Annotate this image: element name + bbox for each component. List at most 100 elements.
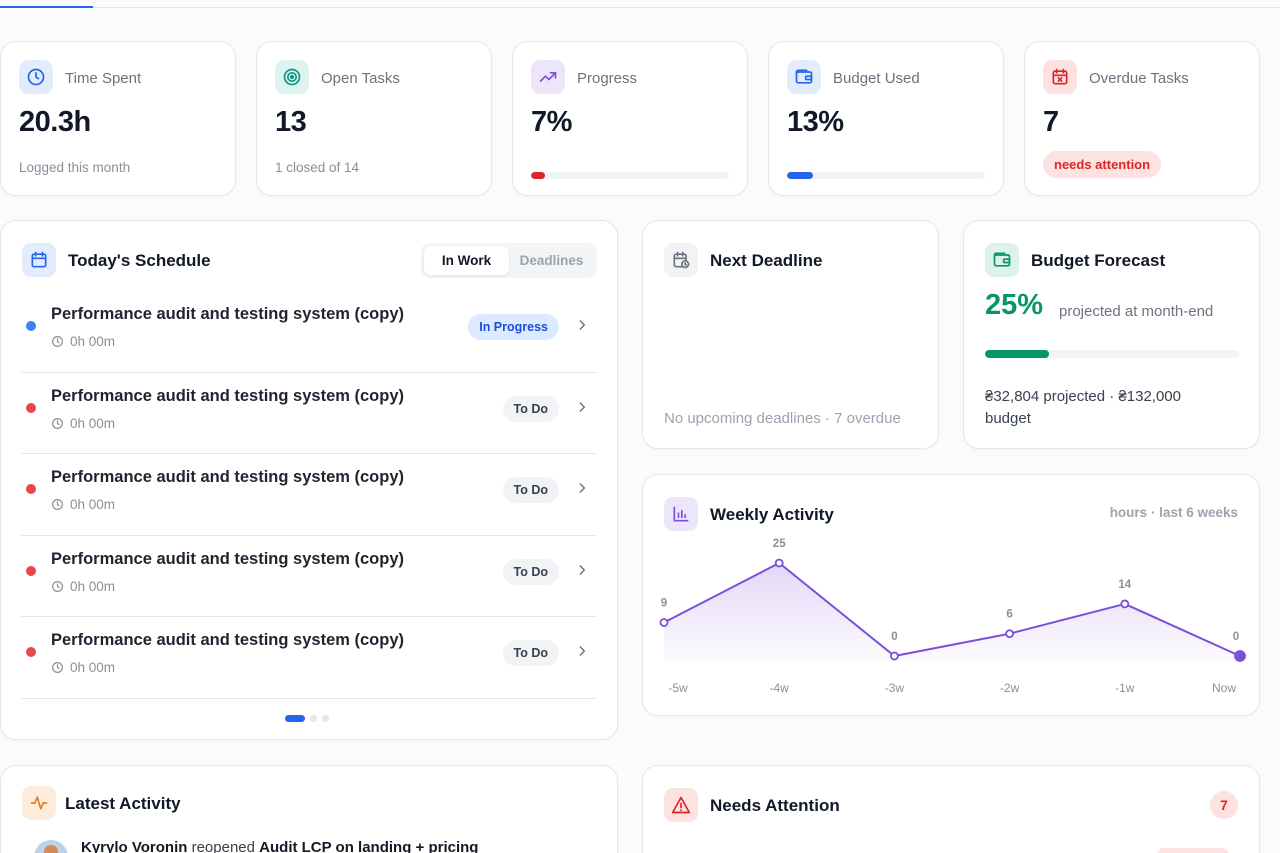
activity-icon (22, 786, 56, 820)
progress-bar (531, 172, 729, 179)
wallet-icon (985, 243, 1019, 277)
task-time: 0h 00m (51, 416, 115, 431)
chart-data-label: 0 (1233, 631, 1239, 643)
top-nav-underline (0, 0, 1280, 8)
tab-in-work[interactable]: In Work (424, 246, 509, 275)
chevron-right-icon[interactable] (575, 481, 589, 495)
attention-title: Needs Attention (710, 796, 840, 815)
status-badge: To Do (502, 395, 559, 422)
chart-point[interactable] (1005, 629, 1015, 639)
stat-value: 7% (531, 106, 572, 138)
progress-bar-fill (531, 172, 545, 179)
chevron-right-icon[interactable] (575, 563, 589, 577)
budget-bar (787, 172, 985, 179)
stat-label: Open Tasks (321, 70, 400, 87)
weekly-range: hours · last 6 weeks (1109, 505, 1238, 520)
task-time-value: 0h 00m (70, 334, 116, 349)
task-time-value: 0h 00m (70, 578, 116, 594)
pager-dot[interactable] (322, 715, 329, 722)
task-title: Performance audit and testing system (co… (51, 386, 405, 405)
stat-card-budget-used: Budget Used 13% (768, 41, 1004, 196)
chart-data-label: 0 (891, 631, 897, 643)
task-time-value: 0h 00m (70, 660, 116, 675)
activity-target[interactable]: Audit LCP on landing + pricing (259, 839, 479, 853)
next-deadline-card: Next Deadline No upcoming deadlines · 7 … (642, 220, 939, 449)
list-item[interactable]: Performance audit and testing system (co… (21, 291, 597, 373)
schedule-title: Today's Schedule (68, 251, 211, 270)
status-dot (26, 321, 36, 331)
stat-value: 13 (275, 106, 307, 138)
chart-point[interactable] (659, 618, 669, 627)
chart-area (664, 563, 1240, 662)
task-time: 0h 00m (51, 660, 115, 675)
forecast-title: Budget Forecast (1031, 251, 1166, 270)
clock-icon (52, 662, 63, 673)
activity-entry: Kyrylo Voronin reopened Audit LCP on lan… (81, 839, 478, 853)
chart-data-label: 25 (773, 538, 786, 550)
activity-user[interactable]: Kyrylo Voronin (81, 839, 188, 853)
task-time-value: 0h 00m (70, 497, 116, 512)
schedule-pager (285, 715, 329, 722)
avatar[interactable] (34, 840, 68, 853)
task-title: Performance audit and testing system (co… (51, 468, 405, 486)
needs-attention-card: Needs Attention 7 (642, 765, 1260, 853)
list-item[interactable]: Performance audit and testing system (co… (21, 617, 597, 699)
clock-icon (19, 60, 53, 94)
wallet-icon (787, 60, 821, 94)
task-time-value: 0h 00m (70, 415, 116, 431)
warning-icon (664, 788, 698, 822)
pager-dot[interactable] (310, 715, 317, 722)
chart-data-label: 9 (661, 598, 667, 610)
chart-tick-label: -4w (770, 681, 790, 695)
todays-schedule-card: Today's Schedule In Work Deadlines Perfo… (0, 220, 618, 740)
chart-tick-label: -5w (668, 681, 688, 695)
status-badge: In Progress (468, 314, 559, 340)
chart-point[interactable] (1120, 599, 1130, 609)
list-item[interactable]: Performance audit and testing system (co… (21, 454, 597, 536)
weekly-activity-chart: 9 -5w 25 -4w 0 -3w 6 -2w 14 -1w 0 Now (659, 538, 1246, 695)
list-item[interactable]: Performance audit and testing system (co… (21, 536, 597, 617)
status-dot (26, 647, 36, 657)
chart-tick-label: -1w (1115, 681, 1135, 695)
stat-label: Time Spent (65, 70, 142, 87)
chart-data-label: 14 (1118, 579, 1131, 591)
stat-card-time-spent: Time Spent 20.3h Logged this month (0, 41, 236, 196)
clock-icon (52, 417, 63, 429)
chevron-right-icon[interactable] (575, 400, 589, 414)
forecast-bar-fill (985, 350, 1049, 358)
budget-forecast-card: Budget Forecast 25% projected at month-e… (963, 220, 1260, 449)
tab-deadlines[interactable]: Deadlines (519, 253, 584, 268)
stat-card-open-tasks: Open Tasks 13 1 closed of 14 (256, 41, 492, 196)
stat-card-progress: Progress 7% (512, 41, 748, 196)
chart-tick-label: Now (1212, 681, 1236, 695)
stat-value: 13% (787, 106, 844, 138)
chart-tick-label: -2w (1000, 681, 1020, 695)
attention-count-badge: 7 (1210, 791, 1238, 819)
stat-sub: 1 closed of 14 (275, 160, 360, 175)
stat-label: Budget Used (833, 70, 920, 87)
weekly-title: Weekly Activity (710, 505, 834, 524)
chart-point[interactable] (1234, 650, 1246, 662)
task-title: Performance audit and testing system (co… (51, 305, 405, 323)
deadline-empty-text: No upcoming deadlines · 7 overdue (664, 410, 901, 427)
schedule-list: Performance audit and testing system (co… (21, 291, 597, 699)
stat-label: Progress (577, 70, 638, 87)
activity-action: reopened (191, 839, 255, 853)
task-title: Performance audit and testing system (co… (51, 549, 405, 568)
chart-point[interactable] (889, 651, 899, 661)
chevron-right-icon[interactable] (575, 644, 589, 658)
chart-tick-label: -3w (885, 681, 905, 695)
clock-icon (52, 580, 63, 592)
chart-point[interactable] (774, 558, 784, 568)
status-badge: To Do (502, 477, 559, 503)
list-item[interactable]: Performance audit and testing system (co… (21, 373, 597, 454)
status-dot (26, 402, 36, 413)
calendar-icon (22, 243, 56, 277)
stat-value: 7 (1043, 106, 1059, 138)
schedule-tab-switcher: In Work Deadlines (421, 243, 597, 278)
chevron-right-icon[interactable] (575, 318, 589, 332)
forecast-description: ₴32,804 projected · ₴132,000 budget (985, 388, 1181, 427)
pager-dot-active[interactable] (285, 715, 305, 722)
forecast-note: projected at month-end (1059, 303, 1214, 320)
stat-label: Overdue Tasks (1089, 70, 1189, 87)
